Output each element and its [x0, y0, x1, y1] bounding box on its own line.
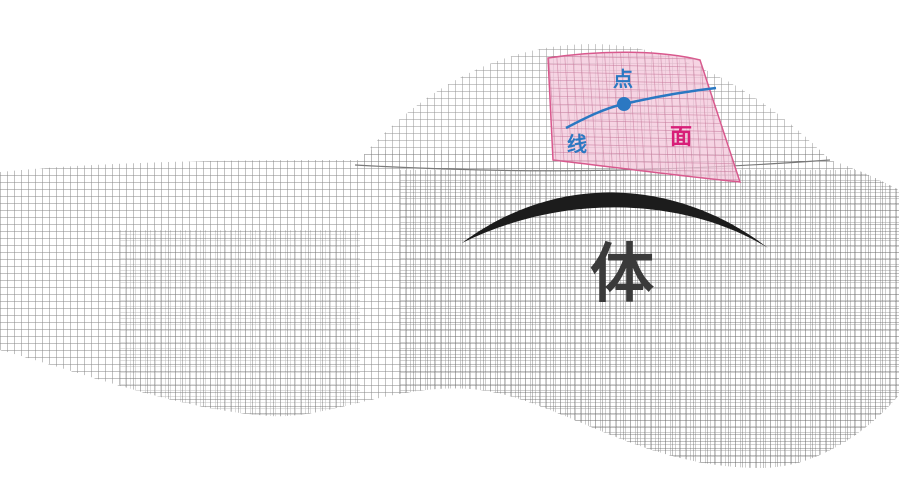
- patch-grid-line: [603, 52, 615, 182]
- patch-grid-line: [548, 103, 740, 109]
- patch-grid-line: [548, 119, 740, 125]
- patch-grid-line: [627, 52, 639, 182]
- patch-grid-line: [611, 52, 623, 182]
- patch-grid-line: [595, 52, 607, 182]
- surface-patch: [547, 51, 742, 183]
- patch-grid-line: [659, 52, 671, 182]
- patch-grid-line: [643, 52, 655, 182]
- patch-grid-line: [691, 52, 703, 182]
- patch-grid-line: [675, 52, 687, 182]
- patch-grid-line: [548, 135, 740, 141]
- solid-label: 体: [590, 238, 654, 312]
- patch-grid-line: [548, 127, 740, 133]
- wavy-surface-mesh: [0, 150, 899, 468]
- patch-grid-line: [548, 159, 740, 165]
- patch-grid-line: [635, 52, 647, 182]
- patch-grid-line: [683, 52, 695, 182]
- patch-grid-line: [651, 52, 663, 182]
- patch-grid-line: [699, 52, 711, 182]
- patch-grid-line: [548, 111, 740, 117]
- patch-grid-line: [548, 151, 740, 157]
- line-label: 线: [567, 132, 587, 156]
- patch-grid-line: [667, 52, 679, 182]
- point-label: 点: [613, 67, 633, 91]
- patch-grid-line: [619, 52, 631, 182]
- point-dot: [617, 97, 631, 111]
- patch-grid-line: [548, 143, 740, 149]
- hump-front-edge: [354, 159, 831, 172]
- solid-arc: [462, 192, 768, 248]
- surface-label: 面: [670, 125, 692, 150]
